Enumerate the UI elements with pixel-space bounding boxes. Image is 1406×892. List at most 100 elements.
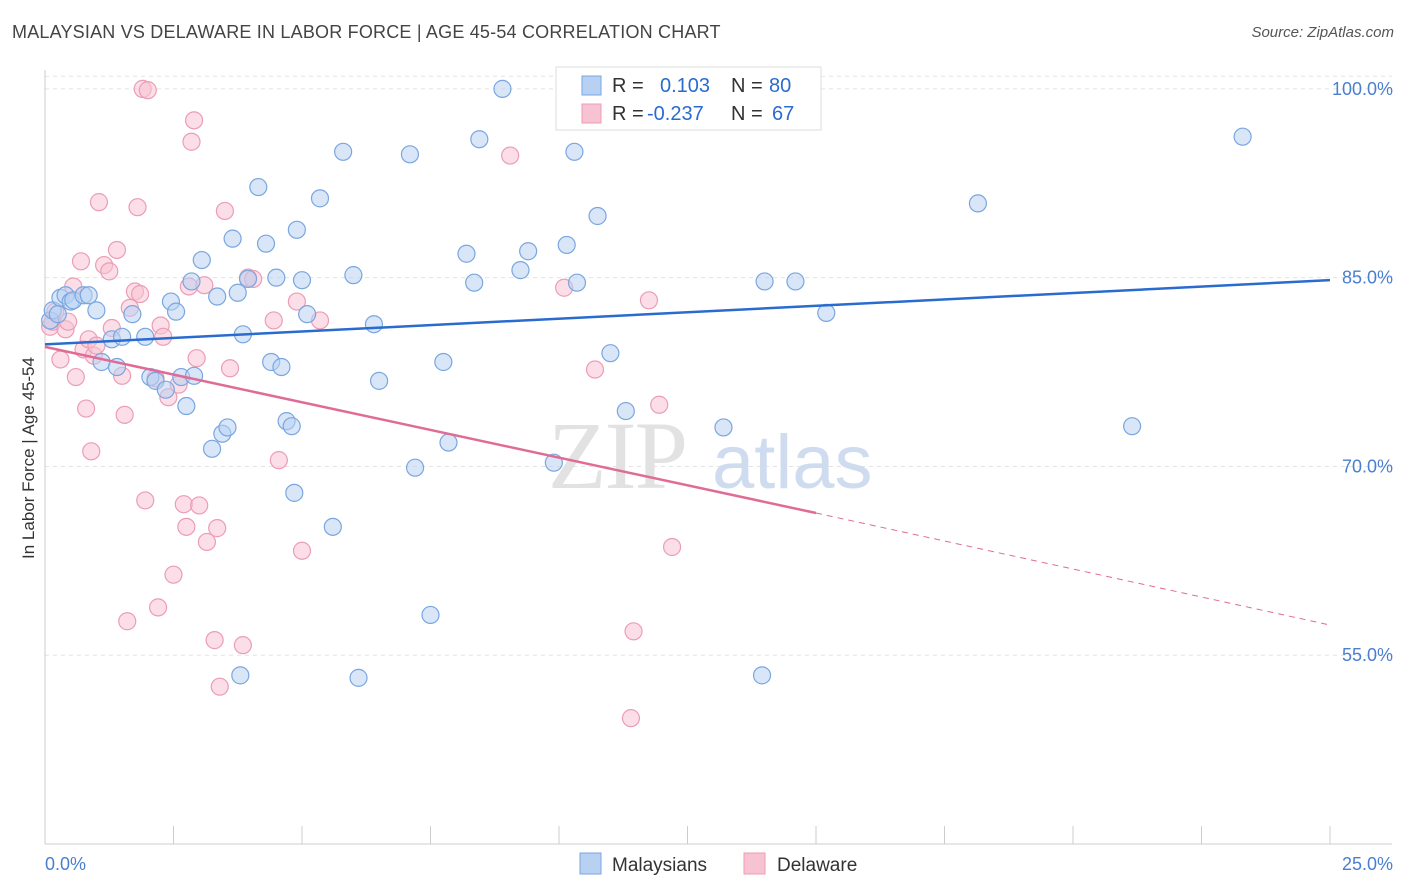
- chart-title: MALAYSIAN VS DELAWARE IN LABOR FORCE | A…: [12, 22, 721, 42]
- malaysian-point-53: [421, 605, 440, 625]
- malaysian-point-37: [272, 357, 291, 377]
- malaysian-point-64: [565, 142, 584, 161]
- bottom-legend-malaysians: Malaysians: [612, 855, 707, 876]
- y-tick-label-0: 55.0%: [1342, 645, 1393, 665]
- malaysian-point-70: [714, 418, 733, 437]
- delaware-point-37: [174, 495, 193, 514]
- malaysian-point-40: [285, 483, 304, 502]
- delaware-point-26: [130, 284, 150, 304]
- delaware-point-10: [77, 399, 96, 418]
- malaysian-point-74: [817, 303, 836, 322]
- malaysian-point-51: [400, 145, 420, 164]
- delaware-point-7: [66, 367, 85, 387]
- delaware-trend-extension: [815, 512, 1331, 626]
- delaware-point-41: [187, 349, 206, 368]
- malaysian-point-39: [282, 417, 301, 436]
- malaysian-point-58: [470, 130, 489, 149]
- delaware-point-57: [501, 146, 520, 165]
- delaware-point-52: [264, 311, 283, 330]
- delaware-point-48: [220, 359, 240, 378]
- delaware-point-17: [100, 262, 119, 281]
- delaware-point-64: [662, 537, 682, 557]
- delaware-point-22: [118, 612, 137, 631]
- legend-n-label-1: N =: [731, 75, 763, 97]
- delaware-point-60: [624, 622, 643, 641]
- malaysian-point-66: [588, 206, 607, 226]
- malaysian-point-60: [511, 261, 530, 280]
- malaysian-point-30: [228, 283, 247, 302]
- malaysian-point-50: [370, 371, 389, 390]
- malaysian-point-2: [48, 305, 67, 324]
- malaysian-point-22: [177, 396, 196, 416]
- malaysian-point-34: [256, 234, 276, 253]
- legend-n-delaware: 67: [772, 103, 794, 125]
- malaysian-point-63: [557, 235, 576, 255]
- bottom-swatch-delaware: [743, 852, 766, 875]
- malaysian-point-48: [349, 668, 368, 687]
- delaware-point-19: [107, 240, 127, 260]
- malaysian-point-65: [567, 273, 587, 292]
- delaware-point-46: [210, 677, 229, 696]
- malaysian-point-49: [364, 315, 384, 334]
- legend-n-label-2: N =: [731, 103, 763, 125]
- delaware-point-12: [82, 442, 101, 461]
- y-tick-label-3: 100.0%: [1332, 79, 1393, 99]
- malaysian-point-29: [223, 229, 242, 248]
- delaware-point-55: [292, 541, 312, 560]
- delaware-point-29: [138, 81, 157, 100]
- legend-r-delaware: -0.237: [647, 103, 704, 125]
- malaysian-point-61: [519, 242, 538, 261]
- legend-swatch-delaware: [581, 103, 602, 124]
- delaware-point-28: [136, 491, 155, 510]
- malaysian-trend-line: [44, 278, 1331, 346]
- malaysian-point-33: [249, 177, 268, 197]
- malaysian-point-36: [267, 268, 286, 287]
- delaware-point-42: [190, 496, 209, 515]
- series-legend: Malaysians Delaware: [579, 852, 857, 876]
- malaysian-point-14: [123, 305, 142, 324]
- legend-n-malaysians: 80: [769, 75, 791, 97]
- malaysian-point-52: [405, 458, 425, 477]
- legend-r-malaysians: 0.103: [660, 75, 710, 97]
- delaware-point-63: [621, 709, 641, 728]
- y-tick-label-2: 85.0%: [1342, 268, 1393, 288]
- malaysian-point-59: [493, 79, 512, 98]
- delaware-point-21: [115, 405, 134, 424]
- delaware-point-14: [87, 336, 106, 355]
- delaware-trend-line: [44, 345, 817, 515]
- x-tick-label-0: 0.0%: [45, 854, 86, 874]
- delaware-points: [41, 79, 682, 728]
- tick-labels: 55.0% 70.0% 85.0% 100.0% 0.0% 25.0%: [45, 79, 1393, 874]
- malaysian-point-67: [601, 344, 620, 363]
- malaysian-point-72: [755, 272, 774, 291]
- malaysian-point-46: [334, 142, 353, 161]
- delaware-point-44: [205, 631, 224, 650]
- malaysian-point-20: [166, 302, 186, 321]
- malaysian-point-76: [1123, 417, 1142, 436]
- x-tick-label-1: 25.0%: [1342, 854, 1393, 874]
- malaysian-point-32: [238, 269, 258, 289]
- delaware-point-15: [89, 193, 109, 212]
- malaysian-point-79: [184, 366, 204, 385]
- source-label: Source: ZipAtlas.com: [1251, 24, 1394, 41]
- delaware-point-47: [215, 201, 234, 221]
- bottom-swatch-malaysians: [579, 852, 602, 875]
- malaysian-point-42: [292, 271, 312, 290]
- malaysian-point-10: [92, 352, 111, 372]
- malaysian-point-15: [136, 327, 155, 346]
- delaware-point-62: [650, 395, 669, 414]
- malaysian-point-13: [112, 327, 132, 346]
- malaysian-point-28: [218, 418, 237, 437]
- malaysian-point-18: [156, 380, 175, 399]
- delaware-point-54: [287, 292, 306, 311]
- malaysian-point-55: [439, 433, 458, 452]
- y-tick-label-1: 70.0%: [1342, 456, 1393, 476]
- malaysian-point-26: [208, 287, 227, 306]
- legend-r-label-1: R =: [612, 75, 644, 97]
- bottom-legend-delaware: Delaware: [777, 855, 857, 876]
- malaysian-point-9: [87, 301, 106, 320]
- stats-legend: R = 0.103 N = 80 R = -0.237 N = 67: [555, 66, 822, 131]
- legend-swatch-malaysians: [581, 75, 602, 96]
- delaware-point-40: [182, 132, 201, 151]
